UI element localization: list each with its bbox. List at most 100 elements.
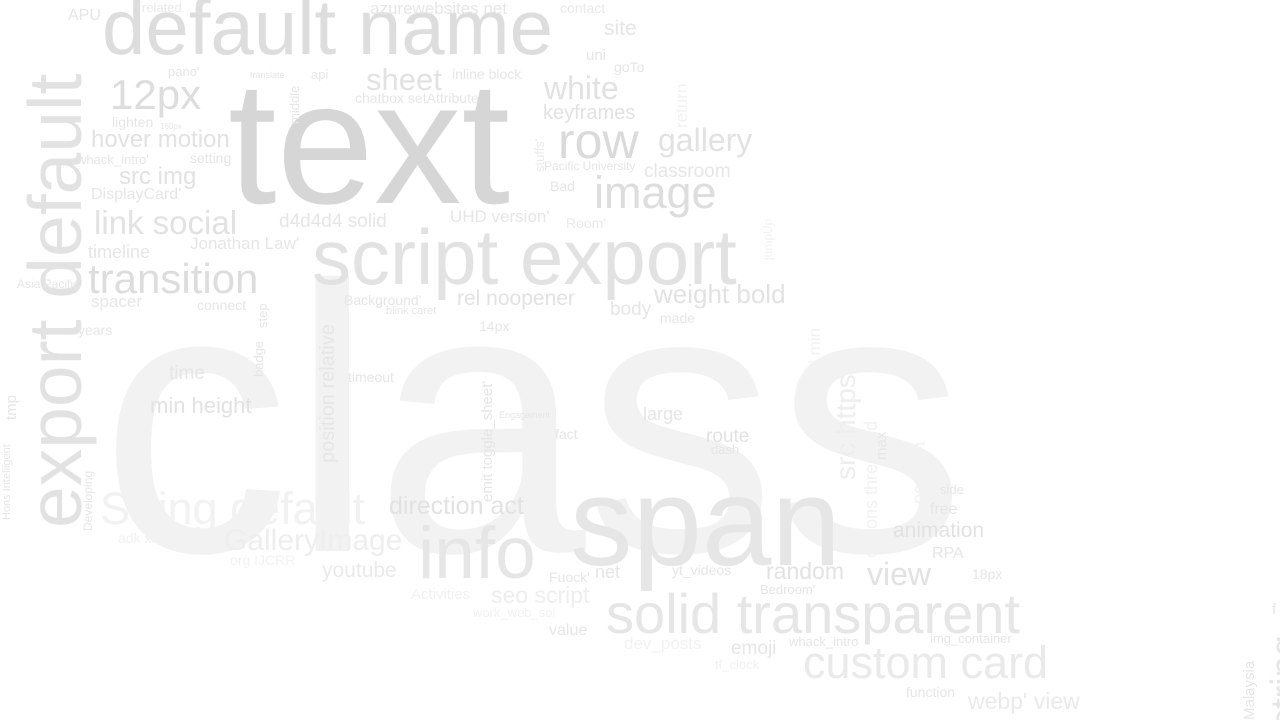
cloud-word: return: [672, 83, 691, 128]
cloud-word: UHD version': [450, 207, 550, 226]
cloud-word: threshold min: [805, 327, 824, 430]
cloud-word: made: [660, 310, 696, 326]
cloud-word: large: [643, 404, 684, 424]
cloud-word: link social: [94, 204, 238, 241]
cloud-word: timeout: [348, 369, 394, 385]
cloud-word: String default: [100, 483, 366, 534]
cloud-word: Asia Pacific: [17, 277, 80, 291]
cloud-word: row: [558, 113, 639, 169]
cloud-word: side: [940, 482, 964, 497]
cloud-word: badge: [251, 340, 266, 377]
cloud-word: youtube: [322, 559, 397, 582]
cloud-word: src img: [119, 163, 197, 190]
cloud-word: Developing: [81, 470, 95, 531]
cloud-word: info: [418, 513, 536, 594]
cloud-word: value: [549, 622, 588, 639]
cloud-word: Activities: [411, 586, 471, 603]
cloud-word: tmp: [3, 394, 20, 420]
cloud-word: direction act: [389, 492, 524, 520]
cloud-word: export default: [13, 73, 97, 528]
cloud-word: middle: [287, 85, 302, 124]
cloud-word: custom card: [803, 637, 1049, 688]
cloud-word: white: [544, 70, 619, 106]
cloud-word: classroom: [644, 161, 731, 182]
cloud-word: dev_posts: [624, 634, 702, 653]
cloud-word: org IJCRR: [230, 552, 296, 568]
cloud-word: d4d4d4 solid: [279, 211, 387, 232]
cloud-word: api: [311, 67, 329, 82]
cloud-word: body: [610, 299, 652, 320]
cloud-word: whack_intro': [77, 152, 149, 167]
cloud-word: seo script: [491, 582, 590, 608]
cloud-word: text: [228, 46, 511, 241]
cloud-word: view: [867, 556, 932, 592]
cloud-word: free: [930, 501, 958, 518]
cloud-word: function: [906, 684, 956, 700]
cloud-word: lighten: [112, 114, 154, 130]
cloud-word: blink caret: [386, 305, 437, 317]
cloud-word: uni: [586, 47, 607, 64]
cloud-word: Pacific University: [544, 159, 636, 173]
cloud-word: min height: [150, 393, 252, 418]
cloud-word: Hons Intelligent: [1, 444, 13, 520]
cloud-word: time: [169, 363, 205, 384]
cloud-word: animation: [893, 519, 985, 542]
cloud-word: 12px: [110, 71, 202, 118]
cloud-word: Background': [344, 292, 422, 308]
cloud-word: Bad: [550, 178, 575, 194]
cloud-word: adk xfbml: [118, 530, 178, 546]
cloud-word: Jonathan Law': [190, 234, 300, 253]
cloud-word: timeline: [88, 242, 151, 262]
cloud-word: inline block: [452, 66, 522, 82]
cloud-word: string: [1264, 635, 1280, 720]
cloud-word: script export: [312, 213, 737, 301]
cloud-word: emit toggle_sheet': [479, 380, 496, 502]
cloud-word: stuffs': [532, 138, 547, 172]
cloud-word: 160px: [160, 122, 182, 131]
cloud-word: 14px: [479, 318, 510, 334]
cloud-word: contact: [560, 0, 606, 16]
cloud-word: setting: [190, 150, 232, 166]
cloud-word: Room': [566, 215, 607, 231]
cloud-word: related: [142, 0, 182, 15]
cloud-word: gallery: [658, 122, 753, 158]
cloud-word: spacer: [91, 292, 143, 311]
cloud-word: class: [100, 207, 966, 632]
cloud-word: whack_intro: [789, 634, 859, 649]
cloud-word: weight bold: [654, 279, 786, 309]
cloud-word: image: [594, 167, 717, 218]
cloud-word: f: [1272, 601, 1277, 618]
cloud-word: random: [766, 558, 844, 584]
cloud-word: fact: [555, 426, 578, 442]
cloud-word: net: [595, 562, 621, 582]
cloud-word: RPA: [932, 545, 964, 562]
cloud-word: 18px: [972, 566, 1003, 582]
cloud-word: connect: [197, 297, 247, 313]
cloud-word: max: [873, 431, 890, 460]
cloud-word: goTo: [614, 59, 645, 75]
cloud-word: img_container: [930, 631, 1012, 646]
cloud-word: sheet: [366, 62, 442, 97]
cloud-word: pano': [168, 64, 200, 79]
cloud-word: position relative: [317, 324, 339, 463]
cloud-word: DisplayCard': [91, 186, 182, 203]
cloud-word: work_web_sol: [473, 605, 556, 620]
cloud-word: transition: [88, 255, 259, 302]
cloud-word: translate: [250, 70, 285, 80]
cloud-word: tf_clock: [715, 657, 760, 672]
cloud-word: webp' view: [968, 688, 1080, 714]
cloud-word: solid transparent: [606, 582, 1021, 645]
cloud-word: route: [706, 426, 750, 447]
cloud-word: GalleryImage: [224, 524, 403, 557]
cloud-word: azurewebsites net: [370, 0, 508, 18]
cloud-word: chatbox setAttribute: [355, 90, 479, 106]
cloud-word: years: [78, 322, 113, 338]
cloud-word: keyframes: [543, 102, 636, 124]
cloud-word: site: [604, 17, 637, 40]
cloud-word: src https: [830, 374, 861, 480]
cloud-word: yt_videos: [672, 562, 732, 578]
cloud-word: rel noopener: [457, 287, 575, 310]
cloud-word: position: [909, 441, 929, 504]
cloud-word: span: [570, 453, 842, 592]
